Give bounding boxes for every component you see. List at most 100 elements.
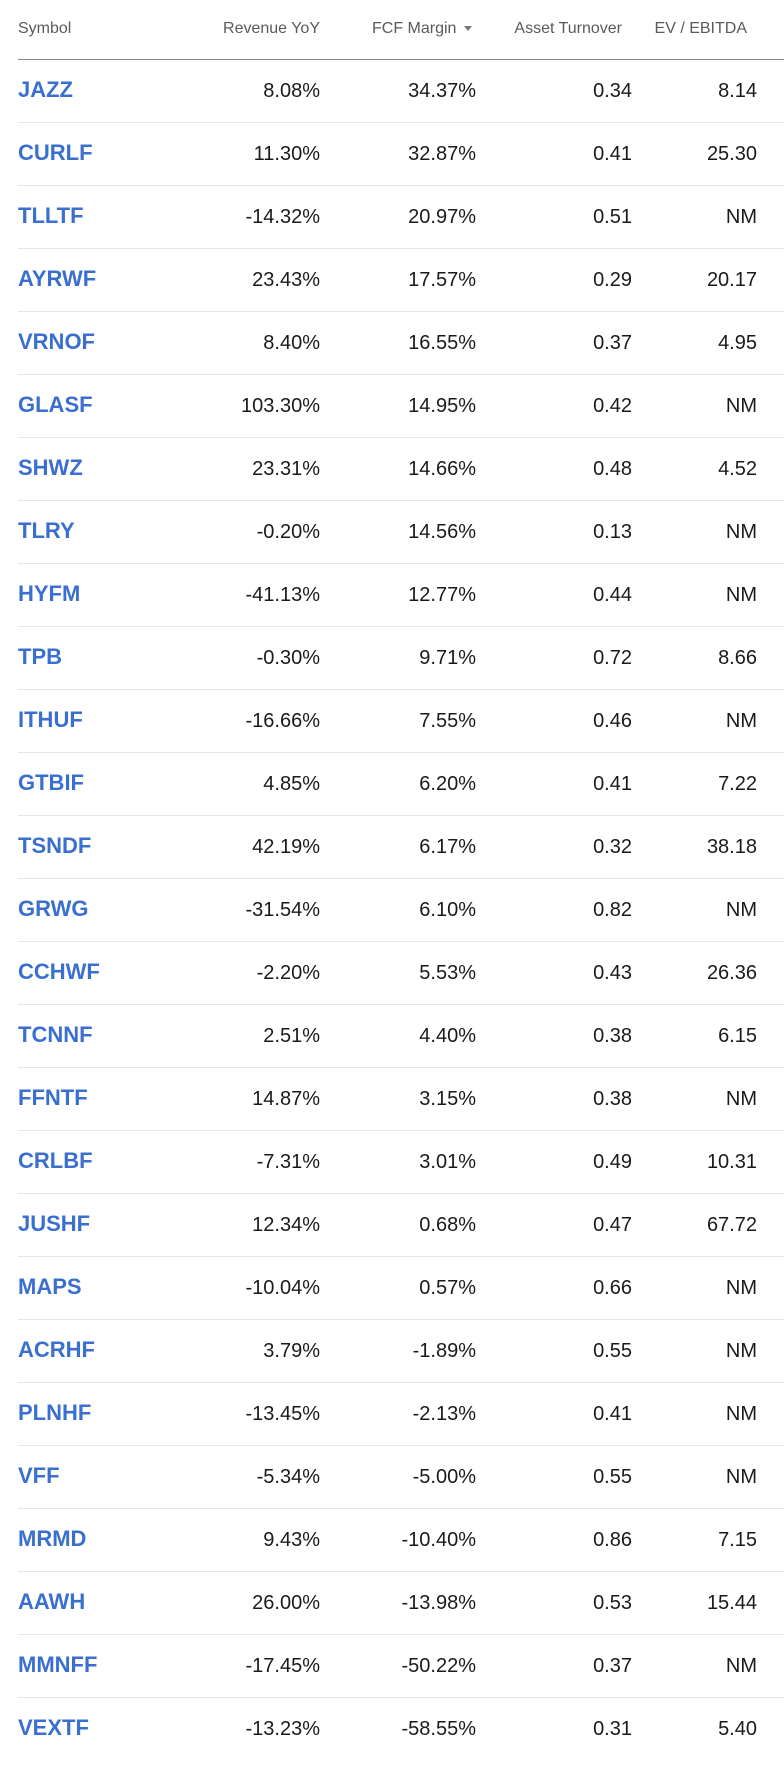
symbol-link[interactable]: TCNNF [18,1022,93,1047]
asset-turnover-cell: 0.51 [593,206,632,228]
fcf-margin-cell: -1.89% [412,1340,476,1362]
revenue-yoy-cell: 9.43% [263,1529,320,1551]
symbol-link[interactable]: GTBIF [18,770,84,795]
fcf-margin-cell: 0.57% [419,1277,476,1299]
table-row: ITHUF -16.66% 7.55% 0.46 NM [18,690,784,753]
asset-turnover-cell: 0.46 [593,710,632,732]
symbol-link[interactable]: PLNHF [18,1400,92,1425]
column-header-fcf-margin[interactable]: FCF Margin [372,20,473,38]
symbol-link[interactable]: TLLTF [18,203,84,228]
asset-turnover-cell: 0.53 [593,1592,632,1614]
asset-turnover-cell: 0.31 [593,1718,632,1740]
ev-ebitda-cell: 8.66 [718,647,757,669]
symbol-link[interactable]: VEXTF [18,1715,89,1740]
table-row: FFNTF 14.87% 3.15% 0.38 NM [18,1068,784,1131]
revenue-yoy-cell: 26.00% [252,1592,320,1614]
ev-ebitda-cell: 4.95 [718,332,757,354]
fcf-margin-cell: 3.01% [419,1151,476,1173]
symbol-link[interactable]: CRLBF [18,1148,93,1173]
table-row: MMNFF -17.45% -50.22% 0.37 NM [18,1635,784,1698]
asset-turnover-cell: 0.37 [593,1655,632,1677]
fcf-margin-cell: -5.00% [412,1466,476,1488]
symbol-link[interactable]: GRWG [18,896,89,921]
revenue-yoy-cell: 8.40% [263,332,320,354]
revenue-yoy-cell: -13.23% [245,1718,321,1740]
asset-turnover-cell: 0.43 [593,962,632,984]
fcf-margin-cell: 6.10% [419,899,476,921]
asset-turnover-cell: 0.47 [593,1214,632,1236]
column-header-ev-ebitda[interactable]: EV / EBITDA [654,20,747,37]
revenue-yoy-cell: 14.87% [252,1088,320,1110]
fcf-margin-cell: 12.77% [408,584,476,606]
revenue-yoy-cell: -16.66% [245,710,321,732]
caret-down-icon [464,26,473,32]
ev-ebitda-cell: 4.52 [718,458,757,480]
asset-turnover-cell: 0.13 [593,521,632,543]
fcf-margin-cell: 14.66% [408,458,476,480]
table-body: JAZZ 8.08% 34.37% 0.34 8.14 CURLF 11.30% 32.87%… [18,60,784,1760]
symbol-link[interactable]: VFF [18,1463,60,1488]
revenue-yoy-cell: -0.30% [256,647,320,669]
asset-turnover-cell: 0.38 [593,1025,632,1047]
fcf-margin-cell: -10.40% [401,1529,477,1551]
symbol-link[interactable]: JUSHF [18,1211,91,1236]
revenue-yoy-cell: -7.31% [256,1151,320,1173]
fcf-margin-cell: 14.95% [408,395,476,417]
symbol-link[interactable]: ITHUF [18,707,83,732]
ev-ebitda-cell: NM [725,1277,757,1299]
fcf-margin-cell: -50.22% [401,1655,477,1677]
symbol-link[interactable]: JAZZ [18,77,73,102]
table-row: JAZZ 8.08% 34.37% 0.34 8.14 [18,60,784,123]
ev-ebitda-cell: NM [725,521,757,543]
symbol-link[interactable]: MMNFF [18,1652,98,1677]
asset-turnover-cell: 0.32 [593,836,632,858]
fcf-margin-cell: 32.87% [408,143,476,165]
symbol-link[interactable]: VRNOF [18,329,95,354]
table-row: GRWG -31.54% 6.10% 0.82 NM [18,879,784,942]
symbol-link[interactable]: CURLF [18,140,93,165]
symbol-link[interactable]: CCHWF [18,959,100,984]
fcf-margin-cell: 16.55% [408,332,476,354]
column-header-asset-turnover[interactable]: Asset Turnover [514,20,622,37]
table-row: TCNNF 2.51% 4.40% 0.38 6.15 [18,1005,784,1068]
symbol-link[interactable]: HYFM [18,581,81,606]
ev-ebitda-cell: NM [725,1466,757,1488]
revenue-yoy-cell: -14.32% [245,206,321,228]
table-row: TLLTF -14.32% 20.97% 0.51 NM [18,186,784,249]
table-row: PLNHF -13.45% -2.13% 0.41 NM [18,1383,784,1446]
asset-turnover-cell: 0.41 [593,773,632,795]
asset-turnover-cell: 0.49 [593,1151,632,1173]
asset-turnover-cell: 0.38 [593,1088,632,1110]
symbol-link[interactable]: AYRWF [18,266,97,291]
ev-ebitda-cell: NM [725,1403,757,1425]
revenue-yoy-cell: 3.79% [263,1340,320,1362]
revenue-yoy-cell: 11.30% [253,143,320,165]
table-row: CCHWF -2.20% 5.53% 0.43 26.36 [18,942,784,1005]
revenue-yoy-cell: -41.13% [245,584,321,606]
symbol-link[interactable]: SHWZ [18,455,83,480]
fcf-margin-cell: -58.55% [401,1718,477,1740]
symbol-link[interactable]: TLRY [18,518,75,543]
ev-ebitda-cell: 8.14 [718,80,757,102]
ev-ebitda-cell: 26.36 [706,962,757,984]
column-header-revenue-yoy[interactable]: Revenue YoY [223,20,320,37]
asset-turnover-cell: 0.55 [593,1340,632,1362]
table-row: AAWH 26.00% -13.98% 0.53 15.44 [18,1572,784,1635]
ev-ebitda-cell: NM [725,206,757,228]
ev-ebitda-cell: 6.15 [718,1025,757,1047]
symbol-link[interactable]: TPB [18,644,62,669]
column-header-symbol[interactable]: Symbol [18,20,72,37]
asset-turnover-cell: 0.42 [593,395,632,417]
symbol-link[interactable]: MAPS [18,1274,82,1299]
table-row: CRLBF -7.31% 3.01% 0.49 10.31 [18,1131,784,1194]
symbol-link[interactable]: TSNDF [18,833,92,858]
symbol-link[interactable]: FFNTF [18,1085,88,1110]
ev-ebitda-cell: NM [725,899,757,921]
fcf-margin-cell: 4.40% [419,1025,476,1047]
symbol-link[interactable]: AAWH [18,1589,86,1614]
symbol-link[interactable]: GLASF [18,392,93,417]
table-row: TSNDF 42.19% 6.17% 0.32 38.18 [18,816,784,879]
table-row: TPB -0.30% 9.71% 0.72 8.66 [18,627,784,690]
symbol-link[interactable]: MRMD [18,1526,87,1551]
symbol-link[interactable]: ACRHF [18,1337,95,1362]
